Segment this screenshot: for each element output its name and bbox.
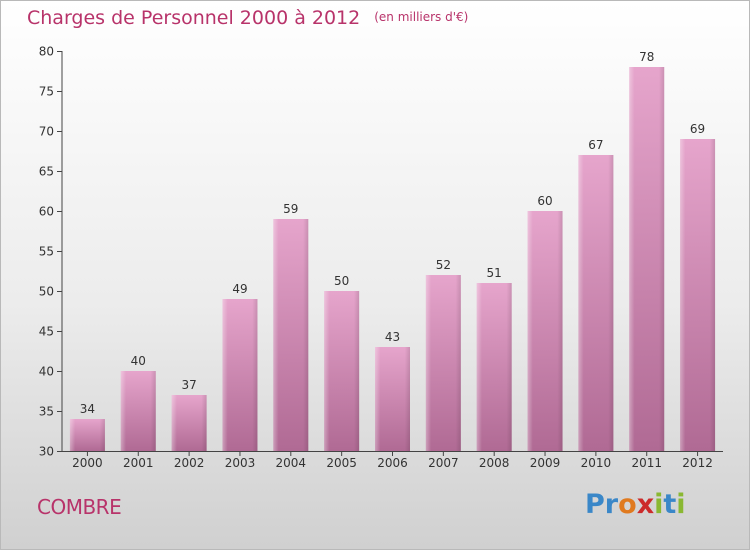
bar-value-label: 40 bbox=[131, 354, 146, 368]
x-tick-label: 2006 bbox=[377, 456, 408, 470]
bar-shade bbox=[222, 299, 258, 451]
y-tick-label: 55 bbox=[39, 245, 54, 259]
bar-value-label: 78 bbox=[639, 50, 654, 64]
x-tick-label: 2007 bbox=[428, 456, 459, 470]
bars: 34 40 37 49 59 50 43 52 51 60 67 78 69 bbox=[69, 50, 716, 451]
location-name: COMBRE bbox=[37, 495, 122, 519]
logo-letter: o bbox=[618, 489, 637, 520]
bar-value-label: 43 bbox=[385, 330, 400, 344]
bar-value-label: 52 bbox=[436, 258, 451, 272]
x-tick-label: 2002 bbox=[174, 456, 205, 470]
chart-unit: (en milliers d'€) bbox=[374, 10, 469, 24]
bar-value-label: 34 bbox=[80, 402, 95, 416]
x-tick-label: 2000 bbox=[72, 456, 103, 470]
bar-shade bbox=[578, 155, 614, 451]
bar-shade bbox=[324, 291, 360, 451]
bar-shade bbox=[69, 419, 105, 451]
y-tick-label: 80 bbox=[39, 45, 54, 59]
bar-shade bbox=[680, 139, 716, 451]
x-tick-label: 2004 bbox=[276, 456, 307, 470]
y-tick-label: 40 bbox=[39, 365, 54, 379]
bar-shade bbox=[273, 219, 309, 451]
logo-letter: r bbox=[604, 489, 619, 520]
bar-shade bbox=[629, 67, 665, 451]
logo-letter: i bbox=[654, 489, 664, 520]
y-tick-label: 45 bbox=[39, 325, 54, 339]
logo-letter: x bbox=[636, 489, 655, 520]
y-tick-label: 35 bbox=[39, 405, 54, 419]
bar-value-label: 50 bbox=[334, 274, 349, 288]
x-tick-label: 2012 bbox=[682, 456, 713, 470]
bar-shade bbox=[425, 275, 461, 451]
logo-letter: t bbox=[663, 489, 677, 520]
x-tick-label: 2005 bbox=[326, 456, 357, 470]
y-tick-label: 50 bbox=[39, 285, 54, 299]
x-tick-label: 2009 bbox=[530, 456, 561, 470]
bar-value-label: 69 bbox=[690, 122, 705, 136]
x-tick-label: 2003 bbox=[225, 456, 256, 470]
x-axis: 2000 2001 2002 2003 2004 2005 2006 2007 2008 2009… bbox=[62, 451, 723, 470]
y-tick-label: 60 bbox=[39, 205, 54, 219]
chart-title: Charges de Personnel 2000 à 2012 bbox=[27, 7, 361, 29]
logo-letter: P bbox=[585, 489, 605, 520]
x-tick-label: 2011 bbox=[631, 456, 662, 470]
bar-shade bbox=[476, 283, 512, 451]
logo-letter: i bbox=[676, 489, 686, 520]
bar-value-label: 37 bbox=[181, 378, 196, 392]
y-tick-label: 70 bbox=[39, 125, 54, 139]
y-tick-label: 30 bbox=[39, 445, 54, 459]
title-row: Charges de Personnel 2000 à 2012 (en mill… bbox=[27, 7, 468, 29]
y-tick-label: 75 bbox=[39, 85, 54, 99]
bar-shade bbox=[527, 211, 563, 451]
bar-shade bbox=[171, 395, 207, 451]
bar-value-label: 51 bbox=[487, 266, 502, 280]
y-axis: 30 35 40 45 50 55 60 65 70 75 80 bbox=[39, 45, 63, 459]
bar-value-label: 59 bbox=[283, 202, 298, 216]
bar-value-label: 49 bbox=[232, 282, 247, 296]
y-tick-label: 65 bbox=[39, 165, 54, 179]
bar-shade bbox=[375, 347, 410, 451]
bar-shade bbox=[120, 371, 156, 451]
proxiti-logo: Proxiti bbox=[585, 489, 686, 520]
x-tick-label: 2010 bbox=[581, 456, 612, 470]
bar-value-label: 60 bbox=[537, 194, 552, 208]
x-tick-label: 2008 bbox=[479, 456, 510, 470]
bar-value-label: 67 bbox=[588, 138, 603, 152]
x-tick-label: 2001 bbox=[123, 456, 154, 470]
